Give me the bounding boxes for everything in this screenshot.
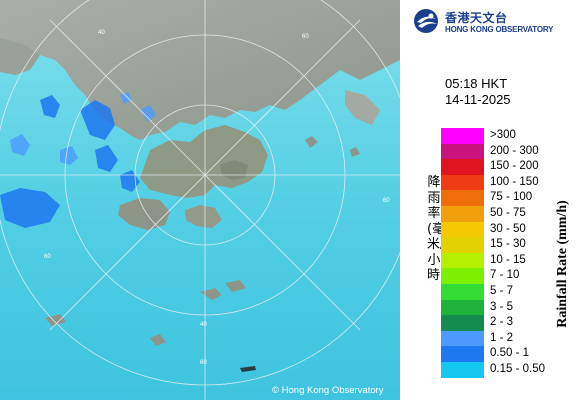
legend-label: 15 - 30 <box>490 238 526 251</box>
legend-swatch <box>441 299 484 316</box>
legend-label: 7 - 10 <box>490 269 520 282</box>
info-panel: 香港天文台 HONG KONG OBSERVATORY 05:18 HKT 14… <box>400 0 577 400</box>
copyright-notice: © Hong Kong Observatory <box>272 385 384 396</box>
legend-label: 50 - 75 <box>490 206 526 219</box>
legend-title-en: Rainfall Rate (mm/h) <box>555 200 570 328</box>
legend-swatch <box>441 237 484 253</box>
logo-name-en: HONG KONG OBSERVATORY <box>445 25 554 34</box>
legend-label: 2 - 3 <box>490 316 514 329</box>
timestamp: 05:18 HKT 14-11-2025 <box>445 76 511 108</box>
legend-swatch <box>441 159 484 175</box>
observatory-emblem-icon <box>414 9 438 33</box>
legend-label: 0.50 - 1 <box>490 347 529 360</box>
legend-label: >300 <box>490 129 516 141</box>
legend-label: 1 - 2 <box>490 331 514 344</box>
legend-label: 100 - 150 <box>490 175 539 188</box>
legend-label: 0.15 - 0.50 <box>490 362 545 375</box>
legend-label: 150 - 200 <box>490 160 539 173</box>
ring-label: 40 <box>98 30 105 36</box>
legend-label: 200 - 300 <box>490 144 539 157</box>
legend-label: 3 - 5 <box>490 300 514 313</box>
legend-swatch <box>441 205 484 222</box>
legend-swatch <box>441 221 484 238</box>
legend-swatch <box>441 330 484 347</box>
logo-name-zh: 香港天文台 <box>445 11 508 25</box>
legend-swatch <box>441 361 484 378</box>
legend-label: 75 - 100 <box>490 191 533 204</box>
legend-swatch <box>441 128 484 144</box>
legend-swatch <box>441 252 484 269</box>
range-rings <box>0 0 400 400</box>
legend-swatch <box>441 143 484 160</box>
observatory-logo[interactable]: 香港天文台 HONG KONG OBSERVATORY <box>412 5 577 37</box>
legend-swatch <box>441 283 484 300</box>
radar-map[interactable]: 40 60 60 60 40 60 © Hong Kong Observator… <box>0 0 400 400</box>
legend-swatch <box>441 174 484 191</box>
ring-label: 40 <box>200 322 207 328</box>
legend-swatch <box>441 268 484 284</box>
legend-swatch <box>441 315 484 331</box>
legend-swatch <box>441 346 484 362</box>
legend-title-zh: 降雨率(毫米/小時) <box>427 175 446 283</box>
legend-label: 5 - 7 <box>490 284 514 297</box>
ring-label: 60 <box>383 198 390 204</box>
radar-image: 40 60 60 60 40 60 <box>0 0 400 400</box>
hk-main-islands <box>140 125 268 198</box>
legend-label: 30 - 50 <box>490 222 526 235</box>
timestamp-time: 05:18 HKT <box>445 76 508 91</box>
legend-label: 10 - 15 <box>490 253 526 266</box>
timestamp-date: 14-11-2025 <box>445 92 511 107</box>
ring-label: 60 <box>302 34 309 40</box>
ring-label: 60 <box>44 254 51 260</box>
ring-label: 60 <box>200 360 207 366</box>
legend-swatch <box>441 190 484 206</box>
